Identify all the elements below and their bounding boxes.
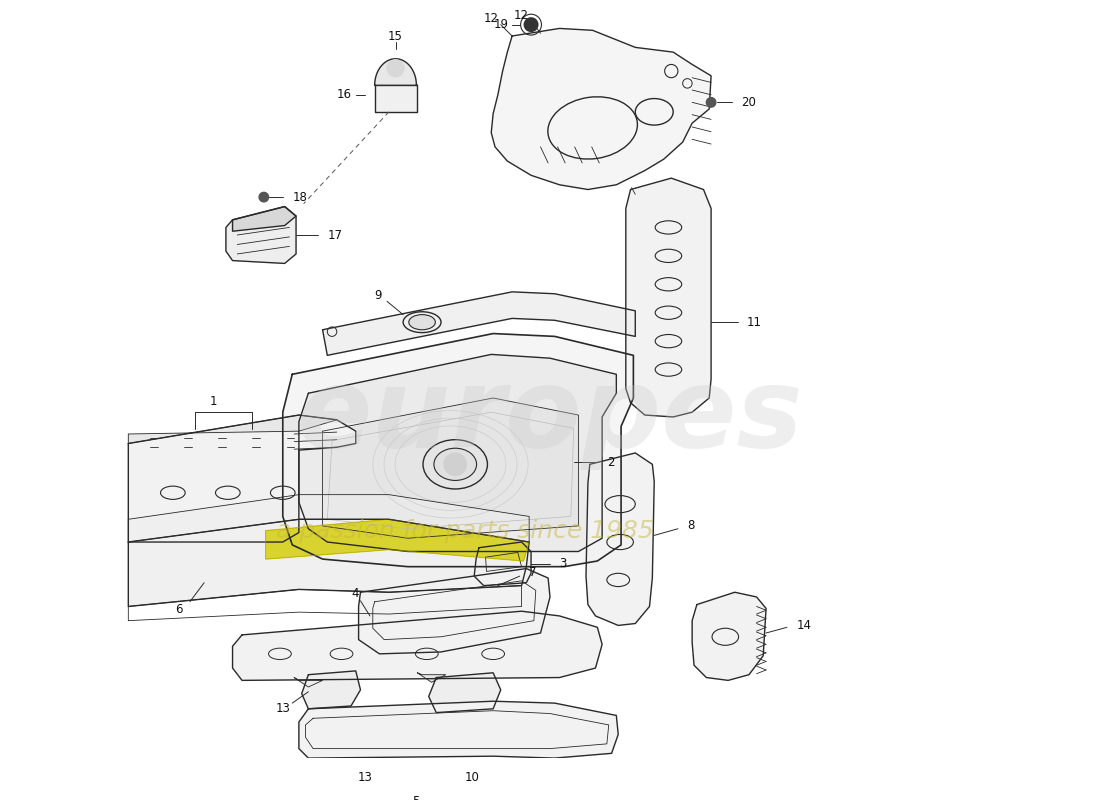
Ellipse shape xyxy=(409,314,436,330)
Polygon shape xyxy=(129,415,355,542)
Text: 14: 14 xyxy=(796,619,812,632)
Text: 2: 2 xyxy=(607,456,615,469)
Polygon shape xyxy=(375,58,417,86)
Polygon shape xyxy=(417,673,446,682)
Polygon shape xyxy=(375,86,417,112)
Polygon shape xyxy=(322,398,579,538)
Polygon shape xyxy=(129,519,529,606)
Polygon shape xyxy=(626,178,711,417)
Polygon shape xyxy=(692,592,766,680)
Text: a passion for parts since 1985: a passion for parts since 1985 xyxy=(276,518,653,542)
Text: 18: 18 xyxy=(293,190,307,204)
Text: 15: 15 xyxy=(388,30,403,42)
Polygon shape xyxy=(299,702,618,758)
Polygon shape xyxy=(232,611,602,680)
Polygon shape xyxy=(474,542,531,586)
Polygon shape xyxy=(301,671,361,709)
Polygon shape xyxy=(129,415,337,443)
Text: 4: 4 xyxy=(351,586,359,600)
Circle shape xyxy=(706,98,716,107)
Polygon shape xyxy=(232,206,296,231)
Text: europes: europes xyxy=(297,363,803,470)
Polygon shape xyxy=(283,334,634,566)
Circle shape xyxy=(525,18,538,31)
Text: 13: 13 xyxy=(275,702,290,715)
Circle shape xyxy=(387,60,404,77)
Text: 20: 20 xyxy=(741,96,757,109)
Polygon shape xyxy=(226,206,296,263)
Text: 17: 17 xyxy=(328,229,342,242)
Text: 5: 5 xyxy=(411,795,419,800)
Text: 3: 3 xyxy=(560,558,566,570)
Polygon shape xyxy=(485,553,521,571)
Polygon shape xyxy=(294,678,322,687)
Circle shape xyxy=(444,453,466,476)
Polygon shape xyxy=(299,354,616,551)
Text: 16: 16 xyxy=(337,88,352,102)
Polygon shape xyxy=(586,453,654,626)
Text: 9: 9 xyxy=(374,289,382,302)
Polygon shape xyxy=(492,29,711,190)
Polygon shape xyxy=(359,569,550,654)
Text: 7: 7 xyxy=(529,566,537,579)
Text: 13: 13 xyxy=(358,770,373,783)
Polygon shape xyxy=(266,519,529,561)
Ellipse shape xyxy=(433,448,476,481)
Text: 12: 12 xyxy=(514,9,529,22)
Text: 6: 6 xyxy=(175,603,183,616)
Text: 11: 11 xyxy=(747,316,762,329)
Text: 8: 8 xyxy=(688,519,695,533)
Text: 12: 12 xyxy=(484,13,498,26)
Polygon shape xyxy=(429,673,500,713)
Text: 19: 19 xyxy=(493,18,508,31)
Text: 1: 1 xyxy=(210,395,218,408)
Circle shape xyxy=(260,192,268,202)
Polygon shape xyxy=(322,292,636,355)
Polygon shape xyxy=(129,494,529,542)
Text: 10: 10 xyxy=(465,770,480,783)
